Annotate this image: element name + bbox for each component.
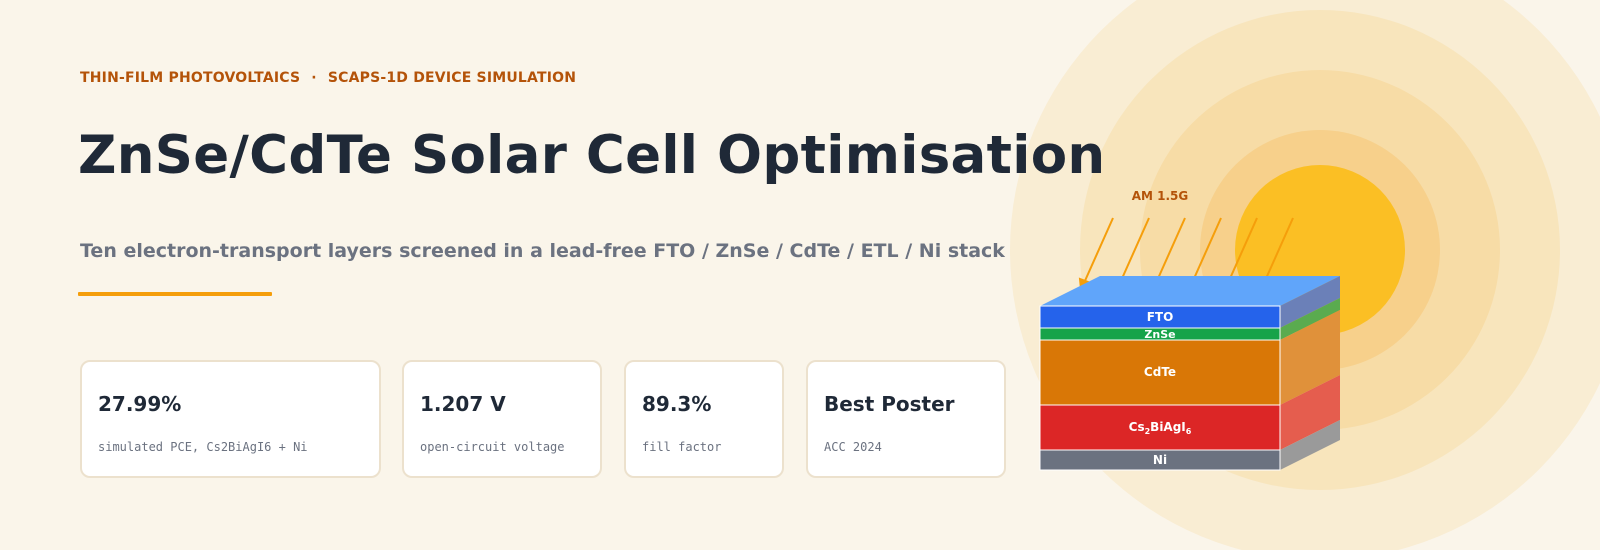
light-ray-icon (1119, 217, 1150, 284)
etl-formula-cs: Cs (1129, 420, 1145, 434)
stat-label: simulated PCE, Cs2BiAgI6 + Ni (98, 440, 308, 454)
light-ray-icon (1227, 217, 1258, 284)
light-ray-icon (1155, 217, 1186, 284)
etl-formula-sub2: 6 (1186, 427, 1192, 436)
fto-side-face (1280, 276, 1340, 328)
stat-value: 27.99% (98, 392, 182, 416)
etl-side-face (1280, 375, 1340, 450)
layer-cdte (1039, 339, 1281, 406)
cdte-side-face (1280, 310, 1340, 405)
stat-card-ff: 89.3% fill factor (624, 360, 784, 478)
layer-label-ni: Ni (1153, 453, 1167, 467)
layer-label-etl: Cs2BiAgI6 (1129, 420, 1192, 436)
ni-side-face (1280, 420, 1340, 470)
kicker-separator: · (311, 70, 317, 86)
znse-side-face (1280, 298, 1340, 340)
light-ray-icon (1263, 217, 1294, 284)
etl-formula-mid: BiAgI (1150, 420, 1186, 434)
layer-label-znse: ZnSe (1144, 328, 1175, 341)
stat-label: fill factor (642, 440, 722, 454)
page-title: ZnSe/CdTe Solar Cell Optimisation (78, 125, 1106, 186)
illumination-label: AM 1.5G (1132, 189, 1189, 203)
layer-label-fto: FTO (1147, 310, 1174, 324)
light-ray-icon (1191, 217, 1222, 284)
stack-top-face (1040, 276, 1340, 306)
layer-ni (1039, 449, 1281, 471)
kicker-method: SCAPS-1D DEVICE SIMULATION (327, 70, 577, 86)
stat-value: Best Poster (824, 392, 955, 416)
accent-divider (78, 292, 272, 296)
kicker: THIN-FILM PHOTOVOLTAICS · SCAPS-1D DEVICE … (80, 70, 576, 86)
stat-card-pce: 27.99% simulated PCE, Cs2BiAgI6 + Ni (80, 360, 381, 478)
stat-value: 1.207 V (420, 392, 506, 416)
stat-label: open-circuit voltage (420, 440, 565, 454)
layer-label-cdte: CdTe (1144, 365, 1176, 379)
stat-label: ACC 2024 (824, 440, 882, 454)
stat-value: 89.3% (642, 392, 712, 416)
stat-card-award: Best Poster ACC 2024 (806, 360, 1006, 478)
etl-formula-sub1: 2 (1145, 427, 1151, 436)
light-ray-icon (1083, 217, 1114, 284)
stat-card-voc: 1.207 V open-circuit voltage (402, 360, 602, 478)
page-subtitle: Ten electron-transport layers screened i… (80, 240, 1005, 262)
kicker-topic: THIN-FILM PHOTOVOLTAICS (80, 70, 301, 86)
